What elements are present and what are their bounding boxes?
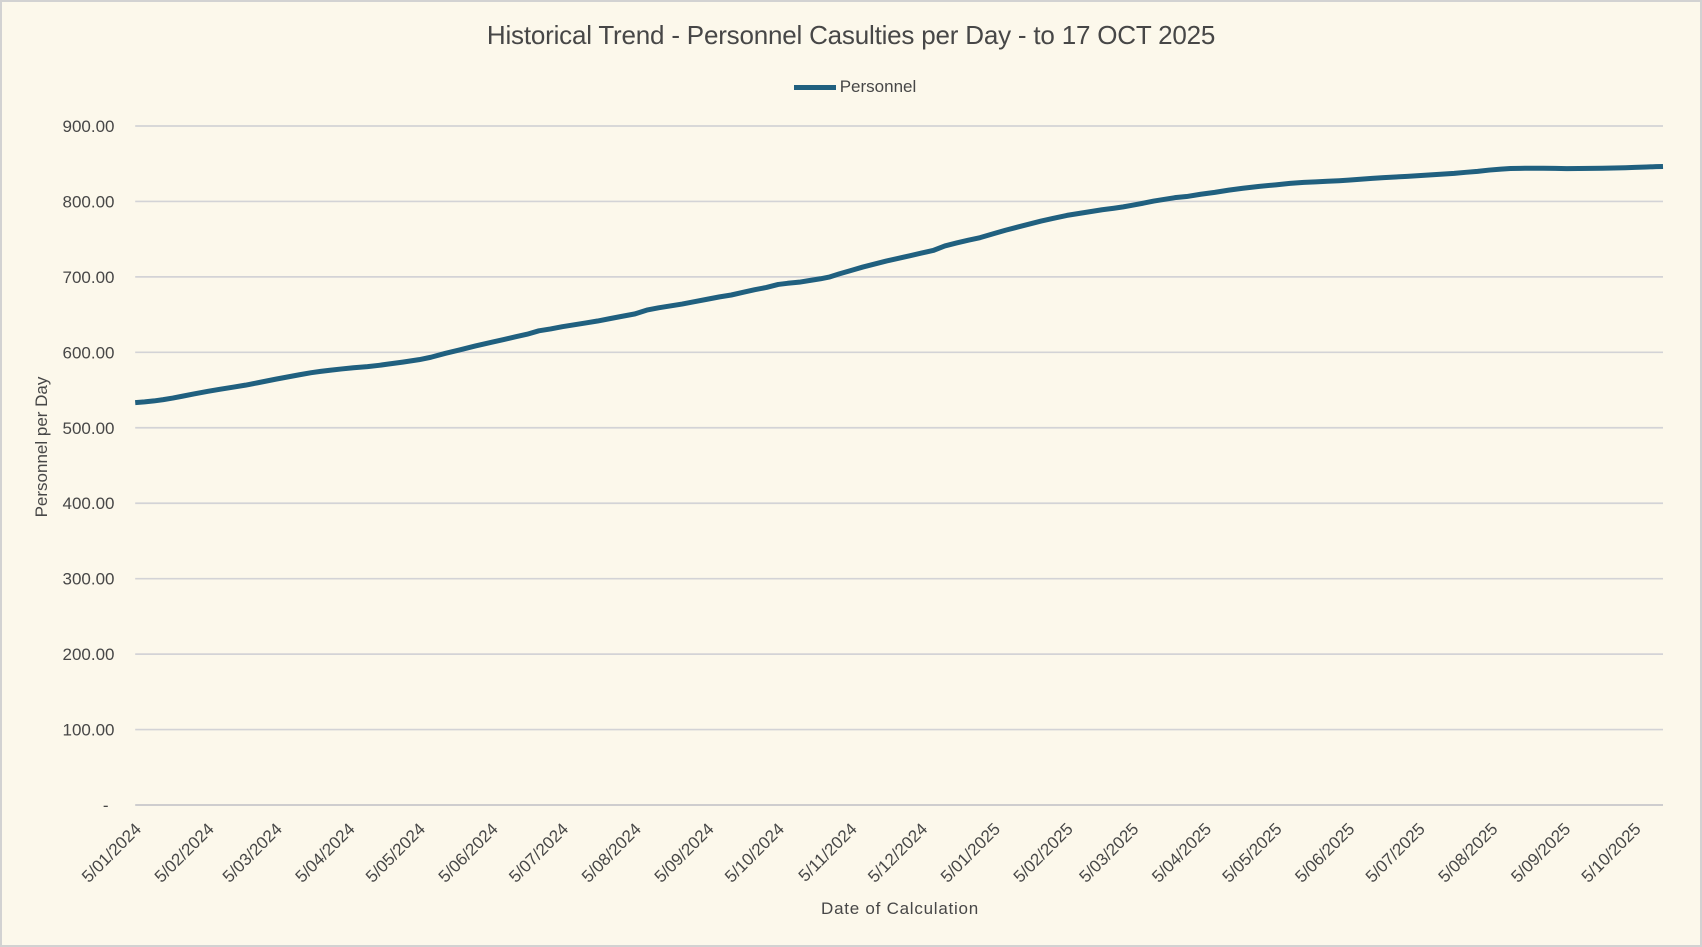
legend-label: Personnel [839,77,917,96]
x-tick-label: 5/02/2025 [1010,819,1077,886]
x-tick-label: 5/06/2025 [1291,819,1358,886]
x-tick-label: 5/05/2024 [362,819,429,886]
x-tick-label: 5/08/2024 [578,819,645,886]
x-axis-title: Date of Calculation [821,899,979,918]
y-tick-label: 800.00 [63,192,115,211]
x-tick-label: 5/04/2025 [1148,819,1215,886]
x-tick-label: 5/03/2024 [219,819,286,886]
y-tick-label: 900.00 [63,117,115,136]
x-tick-label: 5/03/2025 [1076,819,1143,886]
legend-line-swatch [793,84,836,90]
x-tick-label: 5/07/2024 [505,819,572,886]
y-tick-label: 700.00 [63,268,115,287]
x-tick-label: 5/02/2024 [151,819,218,886]
x-tick-label: 5/01/2024 [78,819,145,886]
chart-title: Historical Trend - Personnel Casulties p… [486,20,1216,50]
x-tick-label: 5/01/2025 [937,819,1004,886]
series-line-personnel [135,163,1664,406]
y-tick-label: 400.00 [63,494,115,513]
y-tick-label: 100.00 [63,721,115,740]
y-tick-label: 300.00 [63,570,115,589]
x-tick-label: 5/06/2024 [435,819,502,886]
x-tick-label: 5/05/2025 [1219,819,1286,886]
x-tick-label: 5/11/2024 [795,819,861,885]
x-tick-label: 5/07/2025 [1362,819,1429,886]
x-tick-label: 5/10/2024 [721,819,788,886]
legend: Personnel [6,77,1700,96]
x-tick-label: 5/10/2025 [1578,819,1645,886]
x-tick-label: 5/09/2024 [651,819,718,886]
y-tick-label: 200.00 [63,645,115,664]
x-tick-label: 5/04/2024 [292,819,359,886]
y-tick-label: 600.00 [63,343,115,362]
y-tick-label: - [103,796,109,815]
x-tick-label: 5/09/2025 [1507,819,1574,886]
x-tick-label: 5/08/2025 [1435,819,1502,886]
y-tick-label: 500.00 [63,419,115,438]
x-tick-label: 5/12/2024 [864,819,931,886]
